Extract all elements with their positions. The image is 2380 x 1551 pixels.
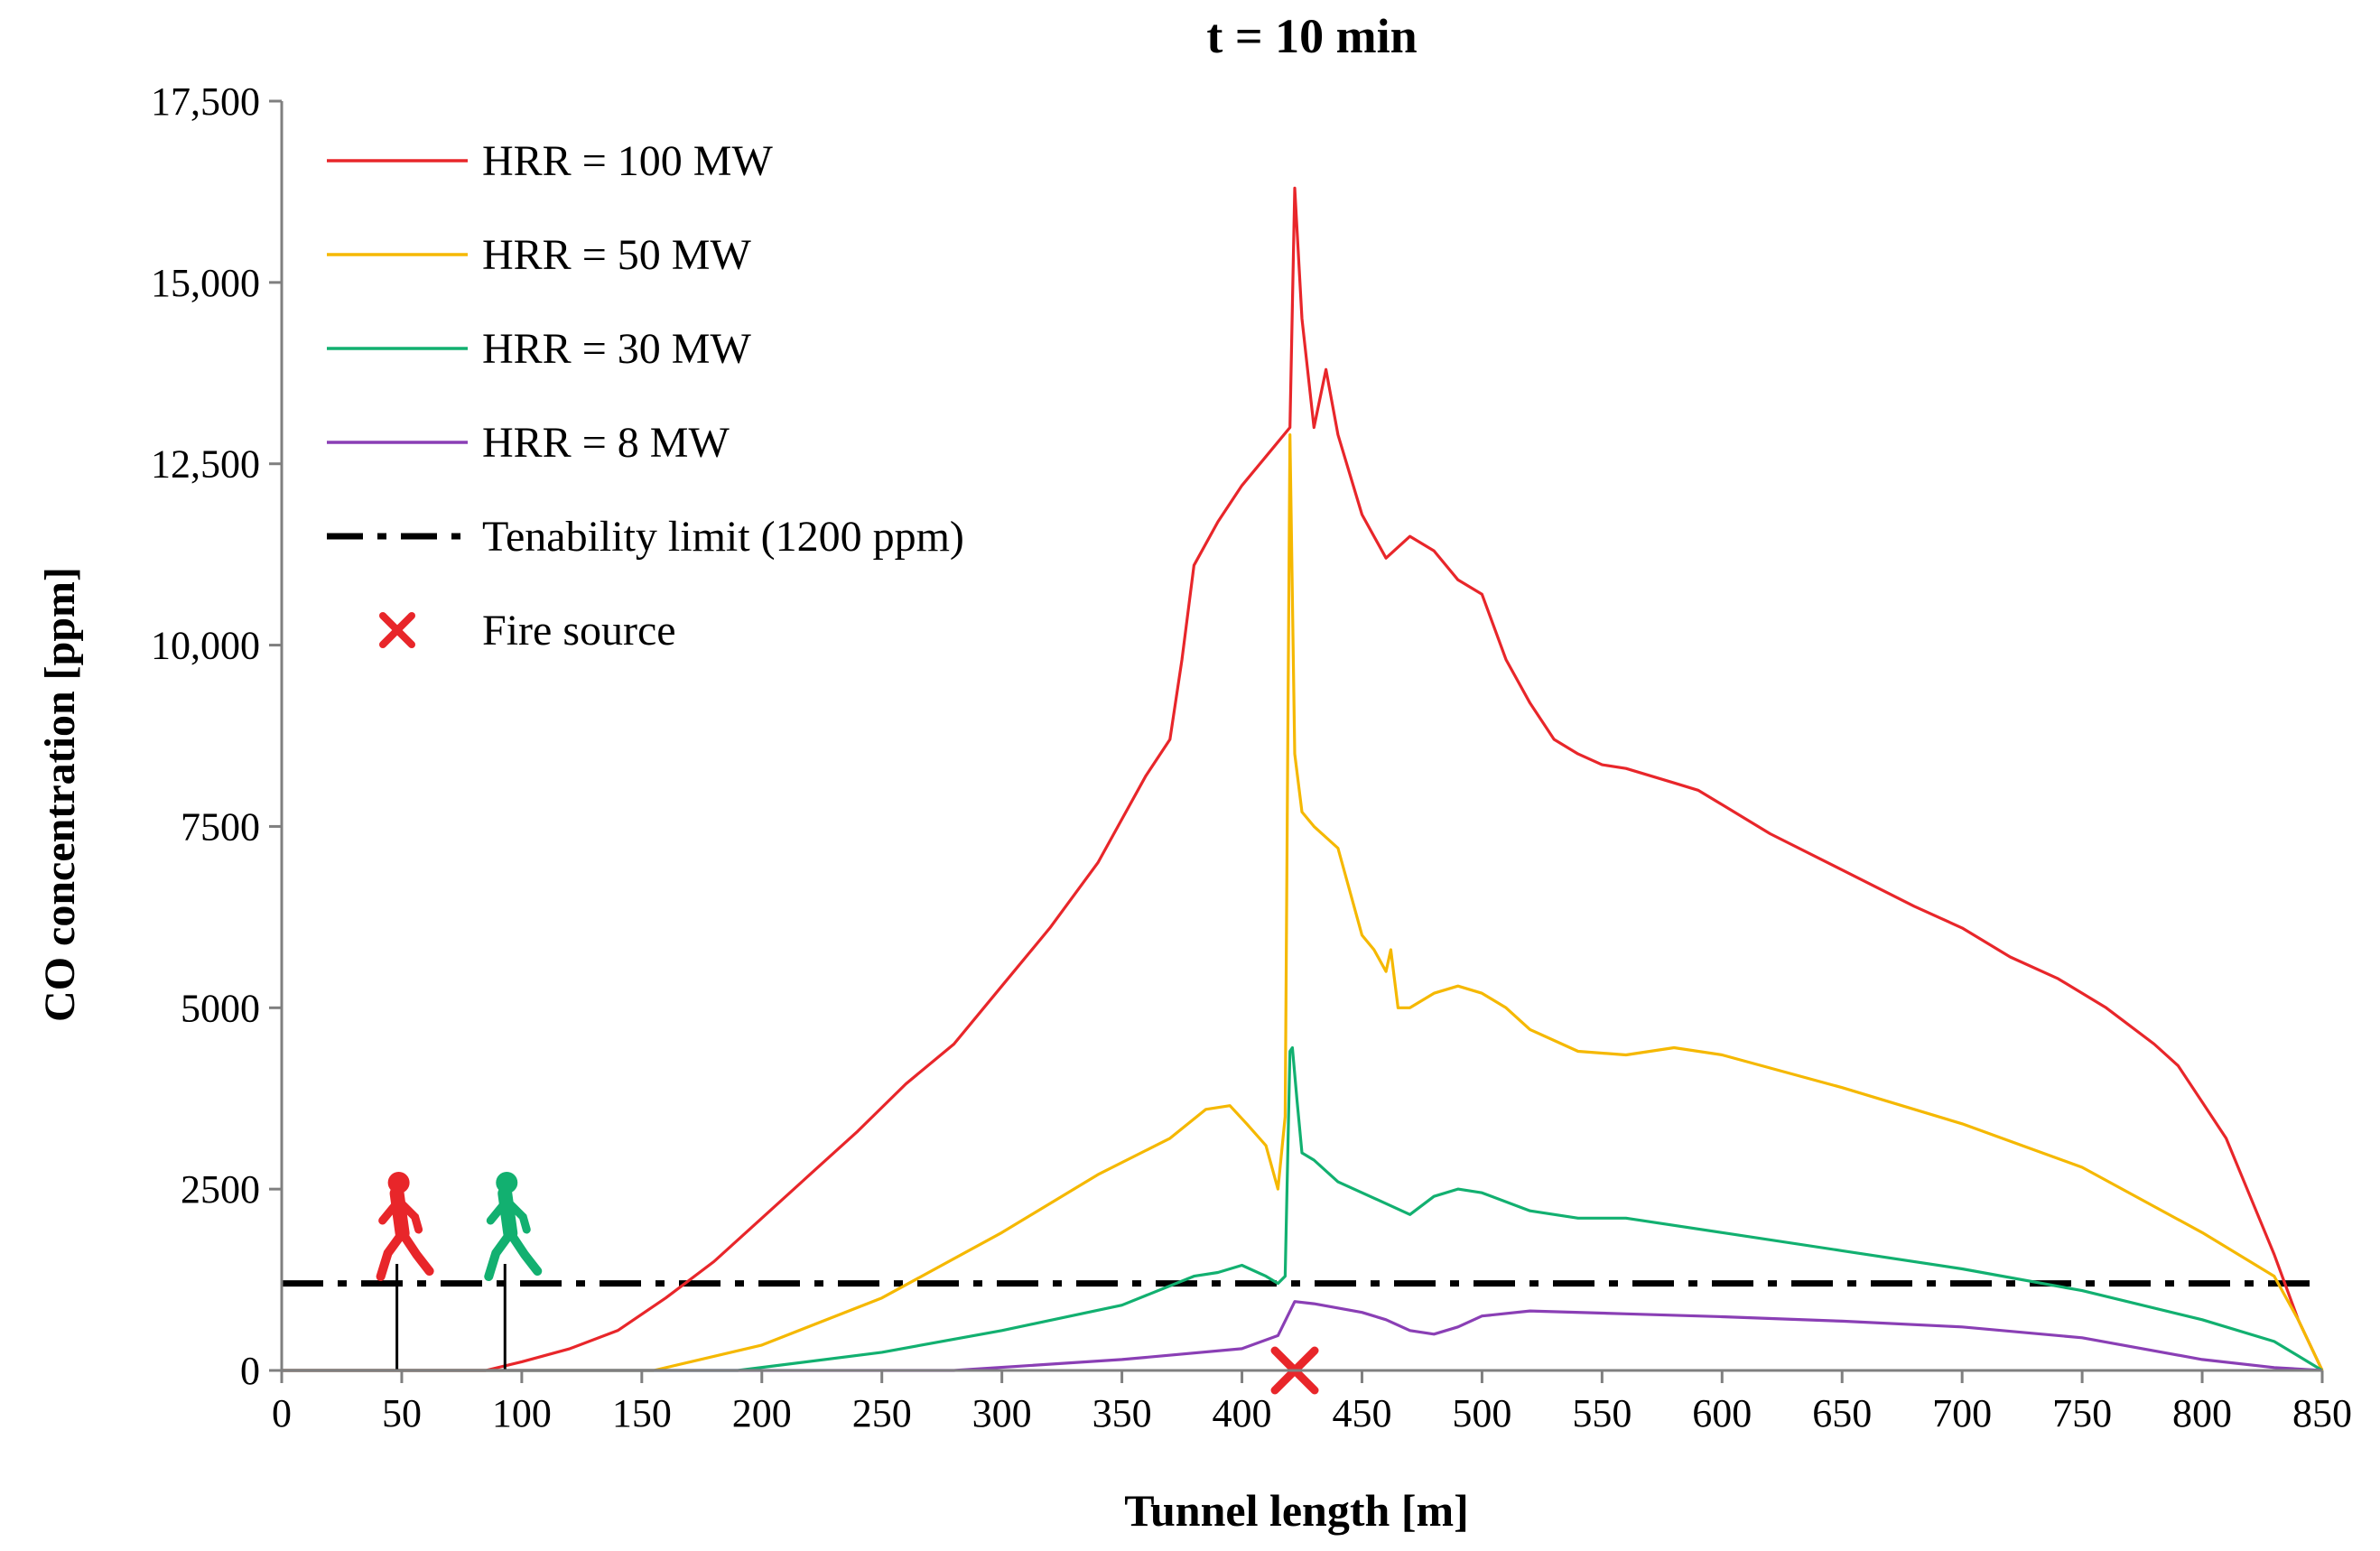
y-tick-label: 5000: [181, 986, 260, 1030]
legend-label: Fire source: [482, 607, 676, 655]
chart-title: t = 10 min: [1206, 9, 1417, 63]
x-tick-label: 200: [732, 1391, 792, 1435]
runner-legs: [376, 1229, 434, 1281]
x-tick-label: 500: [1452, 1391, 1511, 1435]
series-line-hrr-50-mw: [282, 433, 2324, 1372]
y-tick-label: 12,500: [151, 442, 260, 487]
legend-entry: Fire source: [379, 607, 676, 655]
y-tick-label: 15,000: [151, 261, 260, 305]
x-tick-label: 850: [2292, 1391, 2352, 1435]
x-tick-label: 100: [492, 1391, 552, 1435]
y-tick-label: 7500: [181, 804, 260, 849]
legend-label: HRR = 50 MW: [482, 231, 751, 279]
y-tick-label: 10,000: [151, 624, 260, 668]
x-tick-label: 600: [1692, 1391, 1752, 1435]
x-tick-label: 750: [2052, 1391, 2112, 1435]
x-axis-title: Tunnel length [m]: [1124, 1485, 1469, 1536]
y-tick-label: 17,500: [151, 79, 260, 124]
legend-entry: HRR = 30 MW: [327, 325, 751, 373]
series-line-hrr-8-mw: [282, 1300, 2323, 1372]
legend-cross-icon: [379, 612, 415, 648]
y-tick-label: 2500: [181, 1167, 260, 1212]
legend-entry: HRR = 8 MW: [327, 419, 730, 467]
x-tick-label: 800: [2172, 1391, 2232, 1435]
runner-arms: [486, 1196, 531, 1234]
runner-arms: [378, 1196, 423, 1234]
x-tick-label: 250: [852, 1391, 912, 1435]
legend-label: HRR = 8 MW: [482, 419, 730, 467]
x-tick-label: 550: [1572, 1391, 1632, 1435]
plot-area: 0 2500 5000 7500 10,000 12,500 15,000 17,500 0 50…: [151, 79, 2352, 1435]
legend-label: HRR = 30 MW: [482, 325, 751, 373]
green-runner-icon: [484, 1172, 543, 1370]
y-axis-title: CO concentration [ppm]: [36, 567, 84, 1022]
legend-entry: Tenability limit (1200 ppm): [327, 513, 964, 561]
legend-entry: HRR = 50 MW: [327, 231, 751, 279]
x-tick-label: 400: [1213, 1391, 1272, 1435]
x-tick-label: 450: [1332, 1391, 1391, 1435]
series-line-hrr-30-mw: [282, 1045, 2323, 1372]
x-tick-label: 350: [1092, 1391, 1152, 1435]
legend-label: Tenability limit (1200 ppm): [482, 513, 964, 561]
y-tick-label: 0: [240, 1349, 260, 1393]
red-runner-icon: [376, 1172, 434, 1370]
runner-legs: [484, 1229, 543, 1281]
x-tick-label: 0: [272, 1391, 292, 1435]
x-tick-label: 50: [382, 1391, 422, 1435]
x-tick-label: 150: [612, 1391, 672, 1435]
legend-label: HRR = 100 MW: [482, 137, 773, 185]
x-tick-label: 300: [972, 1391, 1032, 1435]
legend: HRR = 100 MW HRR = 50 MW HRR = 30 MW HRR = …: [327, 137, 964, 655]
x-tick-label: 700: [1932, 1391, 1992, 1435]
x-tick-label: 650: [1812, 1391, 1872, 1435]
series-line-hrr-100-mw: [282, 186, 2324, 1372]
legend-entry: HRR = 100 MW: [327, 137, 773, 185]
